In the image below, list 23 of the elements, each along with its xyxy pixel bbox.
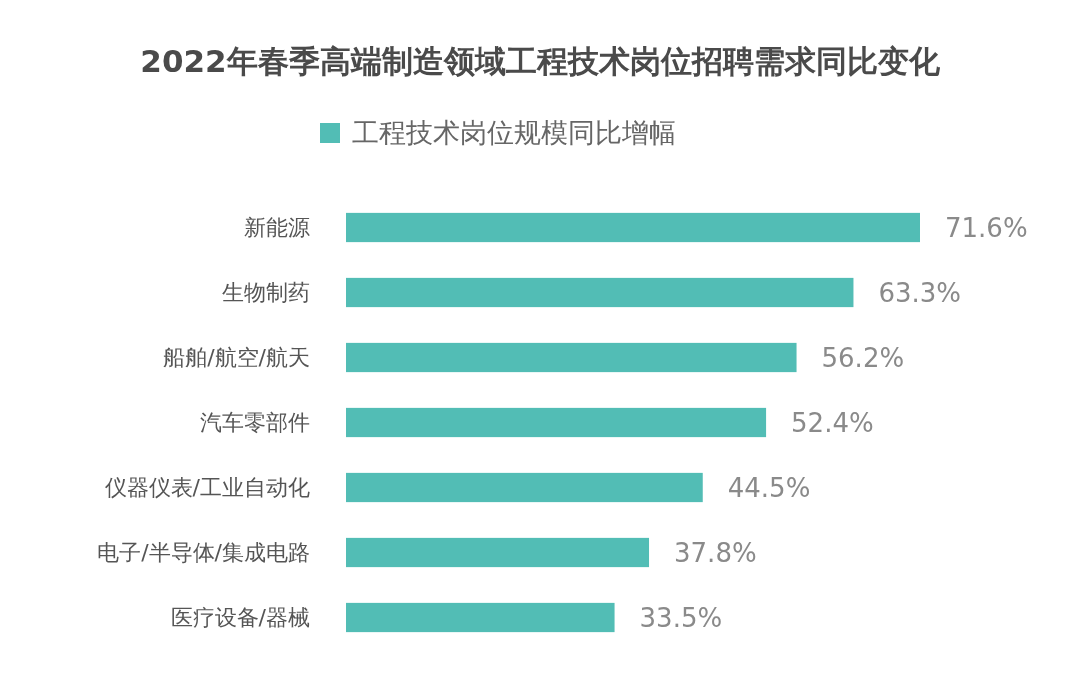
- y-tick-label: 船舶/航空/航天: [163, 345, 310, 371]
- data-label: 37.8%: [674, 537, 757, 568]
- chart-title: 2022年春季高端制造领域工程技术岗位招聘需求同比变化: [140, 43, 941, 79]
- bar: [346, 602, 615, 633]
- y-tick-label: 生物制药: [222, 280, 310, 306]
- y-tick-label: 汽车零部件: [200, 410, 310, 436]
- bar: [346, 472, 703, 503]
- data-label: 71.6%: [945, 212, 1028, 243]
- bar: [346, 342, 797, 373]
- bar: [346, 537, 650, 568]
- y-tick-label: 医疗设备/器械: [170, 605, 310, 631]
- y-tick-label: 电子/半导体/集成电路: [97, 540, 310, 566]
- data-label: 52.4%: [791, 407, 874, 438]
- bar: [346, 277, 854, 308]
- data-label: 33.5%: [639, 602, 723, 633]
- data-label: 63.3%: [878, 277, 962, 308]
- bar: [346, 407, 767, 438]
- data-label: 44.5%: [727, 472, 811, 503]
- data-label: 56.2%: [821, 342, 905, 373]
- legend-label: 工程技术岗位规模同比增幅: [352, 117, 676, 149]
- y-tick-label: 仪器仪表/工业自动化: [104, 475, 310, 501]
- y-tick-label: 新能源: [244, 215, 310, 241]
- bar: [346, 212, 920, 243]
